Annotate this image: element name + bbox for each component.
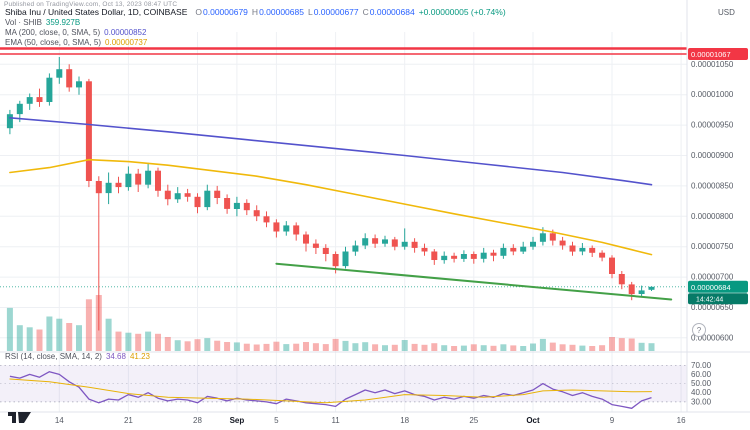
rsi-pane [0,364,687,409]
support-trendline[interactable] [275,262,673,301]
ema50-label: EMA (50, close, 0, SMA, 5) [5,38,102,47]
svg-text:0.00001000: 0.00001000 [691,90,734,99]
svg-text:0.00000750: 0.00000750 [691,242,734,251]
high-value: 0.00000685 [259,7,304,17]
volume-row[interactable]: Vol · SHIB 359.927B [5,18,506,27]
ema50-value: 0.00000737 [105,38,148,47]
svg-text:18: 18 [400,416,409,425]
low-label: L [307,7,313,17]
time-axis[interactable]: 14 21 28 Sep 5 11 18 25 Oct 9 16 [55,416,686,425]
rsi-ma-line[interactable] [9,378,652,404]
symbol-title: Shiba Inu / United States Dollar, 1D, CO… [5,7,188,17]
symbol-row[interactable]: Shiba Inu / United States Dollar, 1D, CO… [5,8,506,17]
open-label: O [195,7,202,17]
rsi-value: 34.68 [105,352,126,361]
open-value: 0.00000679 [203,7,248,17]
currency-label: USD [718,8,735,17]
rsi-line [9,371,652,409]
svg-text:0.00001067: 0.00001067 [691,50,731,59]
legend: Shiba Inu / United States Dollar, 1D, CO… [5,8,506,48]
svg-text:25: 25 [469,416,478,425]
ema50-line[interactable] [9,158,653,256]
tradingview-logo-icon [8,412,31,423]
ma200-line[interactable] [9,117,653,186]
svg-text:5: 5 [274,416,279,425]
price-axis[interactable]: USD 0.00001050 0.00001000 0.00000950 0.00000… [691,8,735,406]
svg-text:Sep: Sep [230,416,245,425]
svg-text:16: 16 [677,416,686,425]
svg-text:0.00001050: 0.00001050 [691,60,734,69]
resistance-lines[interactable] [0,47,687,55]
svg-text:0.00000950: 0.00000950 [691,121,734,130]
close-value: 0.00000684 [369,7,415,17]
svg-text:0.00000900: 0.00000900 [691,151,734,160]
volume-value: 359.927B [45,18,81,27]
high-label: H [251,7,259,17]
svg-text:30.00: 30.00 [691,397,712,406]
svg-text:0.00000650: 0.00000650 [691,303,734,312]
ma200-row[interactable]: MA (200, close, 0, SMA, 5) 0.00000852 [5,28,506,37]
svg-text:11: 11 [331,416,340,425]
svg-text:40.00: 40.00 [691,388,712,397]
svg-text:9: 9 [610,416,615,425]
ma200-value: 0.00000852 [104,28,147,37]
tradingview-logo[interactable] [8,410,32,424]
svg-text:0.00000684: 0.00000684 [691,283,731,292]
svg-text:0.00000850: 0.00000850 [691,181,734,190]
svg-text:Oct: Oct [526,416,540,425]
svg-text:21: 21 [124,416,133,425]
candles[interactable] [6,57,655,331]
ema50-row[interactable]: EMA (50, close, 0, SMA, 5) 0.00000737 [5,38,506,47]
ma200-label: MA (200, close, 0, SMA, 5) [5,28,101,37]
svg-text:14: 14 [55,416,64,425]
price-badges: 0.00001067 0.00000684 14:42:44 [688,48,748,305]
svg-text:28: 28 [193,416,202,425]
svg-text:0.00000800: 0.00000800 [691,212,734,221]
attribution-text: Published on TradingView.com, Oct 13, 20… [4,1,178,8]
bar-countdown-badge [688,293,748,305]
svg-text:0.00000700: 0.00000700 [691,273,734,282]
svg-text:?: ? [697,326,702,335]
low-value: 0.00000677 [313,7,359,17]
close-label: C [362,7,369,17]
svg-text:70.00: 70.00 [691,361,712,370]
svg-text:0.00000600: 0.00000600 [691,333,734,342]
svg-text:14:42:44: 14:42:44 [696,296,723,303]
grid [0,32,687,412]
change-value: +0.00000005 (+0.74%) [418,7,506,17]
volume-label: Vol · SHIB [5,18,42,27]
svg-text:50.00: 50.00 [691,379,712,388]
last-price-badge [688,280,748,293]
rsi-legend-row[interactable]: RSI (14, close, SMA, 14, 2) 34.68 41.23 [5,352,150,361]
rsi-ma-value: 41.23 [129,352,150,361]
rsi-label: RSI (14, close, SMA, 14, 2) [5,352,102,361]
volume-bars [6,295,655,351]
help-circle-button[interactable]: ? [692,323,706,337]
svg-text:60.00: 60.00 [691,370,712,379]
resistance-price-badge [688,48,748,60]
